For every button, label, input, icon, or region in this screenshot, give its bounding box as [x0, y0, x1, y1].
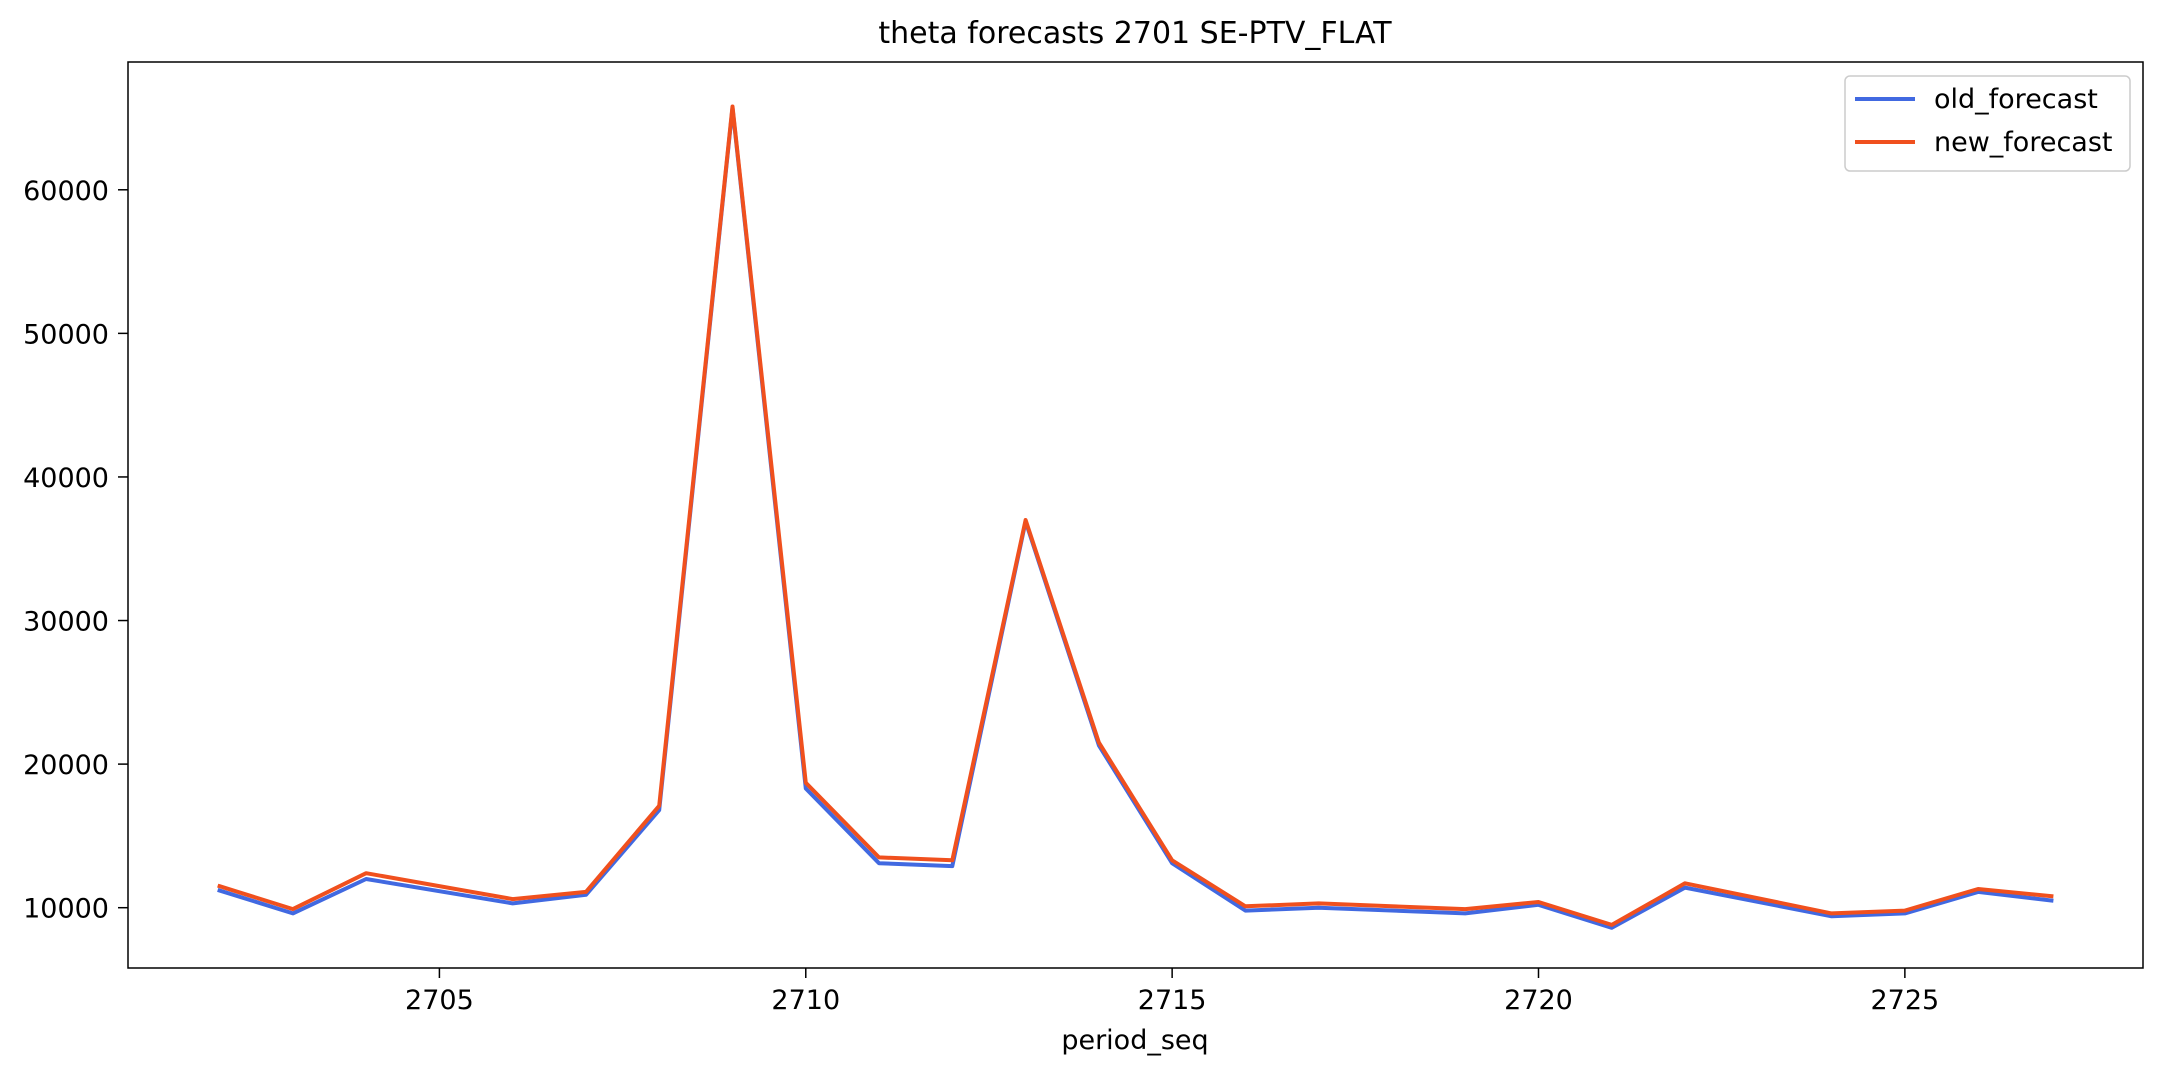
- y-tick-label: 20000: [23, 750, 109, 781]
- x-tick-label: 2720: [1504, 985, 1573, 1016]
- legend-label-old-forecast: old_forecast: [1934, 84, 2098, 115]
- x-axis-label: period_seq: [1061, 1025, 1208, 1056]
- y-tick-label: 40000: [23, 463, 109, 494]
- legend: old_forecast new_forecast: [1844, 75, 2131, 172]
- x-tick-label: 2715: [1138, 985, 1207, 1016]
- y-tick-label: 60000: [23, 176, 109, 207]
- y-tick-label: 30000: [23, 607, 109, 638]
- y-tick-label: 10000: [23, 894, 109, 925]
- x-tick-label: 2725: [1871, 985, 1940, 1016]
- legend-box: [1844, 75, 2131, 172]
- y-tick-label: 50000: [23, 319, 109, 350]
- plot-area-frame: [127, 61, 2144, 969]
- x-axis: 2705 2710 2715 2720 2725: [405, 968, 1939, 1016]
- y-axis: 10000 20000 30000 40000 50000 60000: [23, 176, 128, 925]
- series-line-new-forecast: [217, 104, 2054, 927]
- x-tick-label: 2705: [405, 985, 474, 1016]
- chart-title: theta forecasts 2701 SE-PTV_FLAT: [878, 16, 1392, 51]
- legend-label-new-forecast: new_forecast: [1934, 127, 2113, 158]
- x-tick-label: 2710: [771, 985, 840, 1016]
- series-layer: [217, 104, 2054, 930]
